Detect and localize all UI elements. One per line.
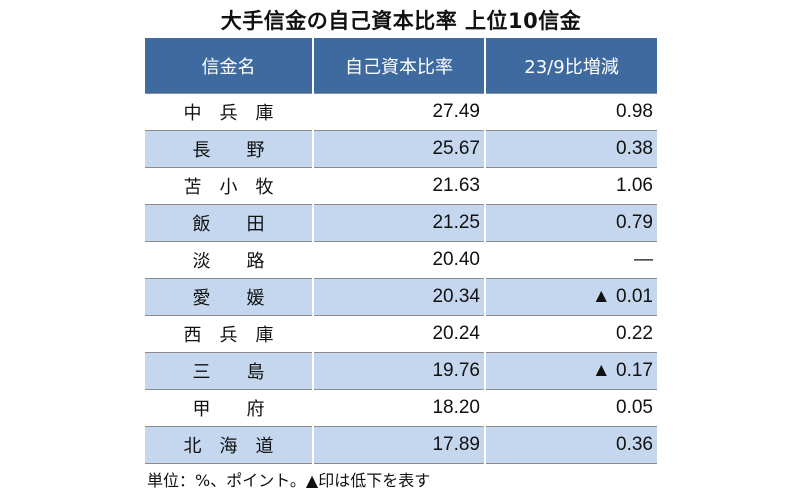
capital-ratio-value: 18.20: [312, 389, 485, 427]
bank-name: 苫 小 牧: [145, 167, 313, 205]
capital-ratio-value: 20.40: [312, 241, 485, 279]
change-value: 0.36: [484, 426, 657, 464]
bank-name: 三 島: [145, 352, 313, 390]
change-value: 0.05: [484, 389, 657, 427]
table-title: 大手信金の自己資本比率 上位10信金: [220, 9, 582, 33]
bank-name: 愛 媛: [145, 278, 313, 316]
table-row: 淡 路 20.40 ―: [145, 241, 657, 279]
capital-ratio-value: 17.89: [312, 426, 485, 464]
change-value: 1.06: [484, 167, 657, 205]
bank-name: 西 兵 庫: [145, 315, 313, 353]
change-value: ▲ 0.17: [484, 352, 657, 390]
table-row: 甲 府 18.20 0.05: [145, 389, 657, 427]
capital-ratio-table: 信金名 自己資本比率 23/9比増減 中 兵 庫 27.49 0.98 長 野 …: [145, 38, 657, 464]
bank-name: 飯 田: [145, 204, 313, 242]
capital-ratio-value: 27.49: [312, 93, 485, 131]
table-row: 愛 媛 20.34 ▲ 0.01: [145, 278, 657, 316]
header-row: 信金名 自己資本比率 23/9比増減: [145, 38, 657, 94]
column-header-ratio: 自己資本比率: [312, 38, 485, 94]
table-row: 北 海 道 17.89 0.36: [145, 426, 657, 464]
capital-ratio-value: 21.63: [312, 167, 485, 205]
capital-ratio-value: 19.76: [312, 352, 485, 390]
bank-name: 中 兵 庫: [145, 93, 313, 131]
bank-name: 北 海 道: [145, 426, 313, 464]
column-header-name: 信金名: [145, 38, 313, 94]
change-value: ▲ 0.01: [484, 278, 657, 316]
table-row: 長 野 25.67 0.38: [145, 130, 657, 168]
change-value: ―: [484, 241, 657, 279]
table-row: 苫 小 牧 21.63 1.06: [145, 167, 657, 205]
column-header-change: 23/9比増減: [484, 38, 657, 94]
table-row: 三 島 19.76 ▲ 0.17: [145, 352, 657, 390]
change-value: 0.22: [484, 315, 657, 353]
capital-ratio-value: 20.34: [312, 278, 485, 316]
change-value: 0.79: [484, 204, 657, 242]
capital-ratio-value: 25.67: [312, 130, 485, 168]
table-row: 西 兵 庫 20.24 0.22: [145, 315, 657, 353]
bank-name: 淡 路: [145, 241, 313, 279]
change-value: 0.38: [484, 130, 657, 168]
capital-ratio-value: 20.24: [312, 315, 485, 353]
bank-name: 長 野: [145, 130, 313, 168]
footnote: 単位：%、ポイント。▲印は低下を表す: [147, 471, 431, 490]
capital-ratio-value: 21.25: [312, 204, 485, 242]
change-value: 0.98: [484, 93, 657, 131]
table-row: 中 兵 庫 27.49 0.98: [145, 93, 657, 131]
bank-name: 甲 府: [145, 389, 313, 427]
table-row: 飯 田 21.25 0.79: [145, 204, 657, 242]
